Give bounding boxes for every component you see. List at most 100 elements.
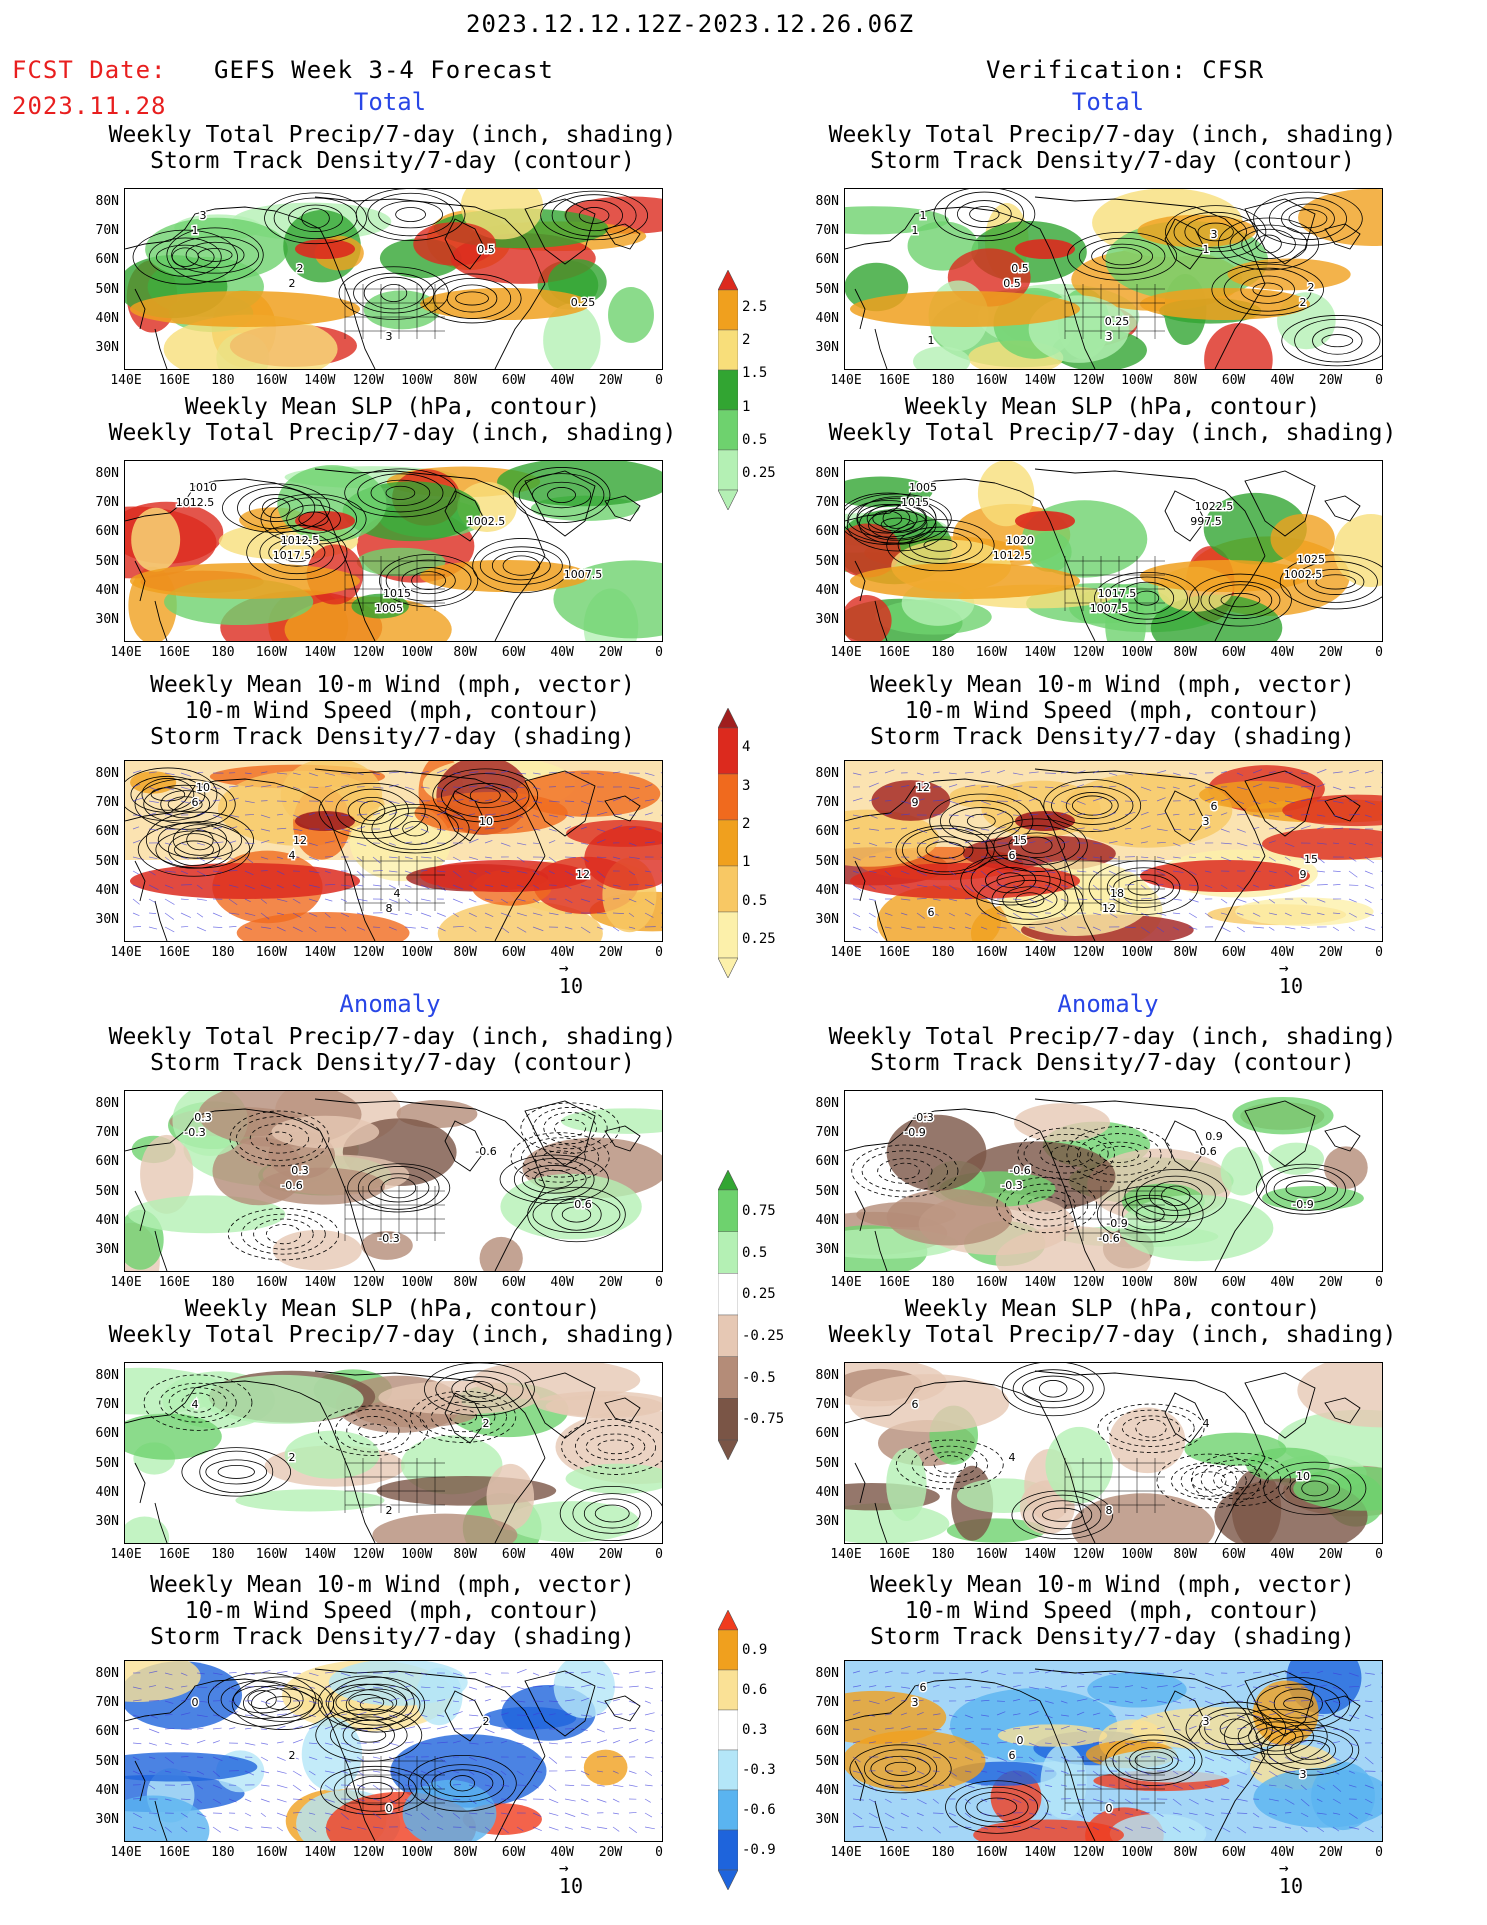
contour-label: 10: [1295, 1469, 1312, 1485]
contour-label: 6: [1007, 848, 1017, 864]
contour-label: 2: [287, 276, 297, 292]
lon-tick-label: 20W: [598, 1845, 623, 1860]
contour-label: 1: [910, 223, 920, 239]
lat-tick-label: 30N: [815, 340, 839, 355]
lon-tick-label: 20W: [598, 1547, 623, 1562]
map-canvas: 4 2 2 2: [125, 1363, 662, 1543]
lon-tick-label: 140E: [830, 1547, 862, 1562]
fcst-date-value: 2023.11.28: [12, 92, 167, 120]
lon-tick-label: 80W: [1173, 1547, 1197, 1562]
lon-tick-label: 160W: [975, 1547, 1008, 1562]
svg-text:-0.6: -0.6: [281, 1179, 302, 1192]
lon-tick-label: 140E: [830, 645, 862, 660]
svg-text:0: 0: [1106, 1802, 1113, 1815]
map-canvas: -0.9 -0.3 -0.6 -0.6 -0.9 -0.3 -0.6 -0.9 0.9: [845, 1096, 1368, 1271]
svg-text:1002.5: 1002.5: [1284, 568, 1323, 581]
contour-label: 0.25: [1103, 314, 1131, 330]
contour-label: 0.25: [569, 295, 597, 311]
svg-text:4: 4: [289, 849, 296, 862]
svg-text:1010: 1010: [189, 481, 217, 494]
lat-tick-label: 70N: [95, 1695, 119, 1710]
lon-tick-label: 120W: [1072, 373, 1104, 388]
contour-label: 4: [1007, 1450, 1017, 1466]
svg-text:2: 2: [1308, 281, 1315, 294]
lon-tick-label: 140W: [304, 1547, 336, 1562]
contour-label: 1020: [1005, 533, 1036, 549]
contour-label: 1015: [900, 495, 931, 511]
vector-reference: → 10: [559, 1858, 584, 1899]
contour-label: 0.3: [193, 1110, 214, 1126]
panel-title-r5l: Weekly Mean SLP (hPa, contour) Weekly To…: [108, 1296, 677, 1348]
forecast-model-title: GEFS Week 3-4 Forecast: [214, 56, 554, 84]
svg-text:6: 6: [928, 906, 935, 919]
lon-tick-label: 120W: [352, 373, 384, 388]
contour-label: 1002.5: [1282, 567, 1324, 583]
contour-label: 2: [1298, 295, 1308, 311]
lat-tick-label: 80N: [815, 1096, 839, 1111]
map-canvas: 6 4 8 4 10: [845, 1363, 1382, 1543]
svg-text:0.3: 0.3: [194, 1111, 212, 1124]
lat-tick-label: 70N: [815, 223, 839, 238]
lon-tick-label: 80W: [453, 1547, 477, 1562]
contour-label: 0.5: [476, 242, 497, 258]
lat-tick-label: 40N: [95, 1783, 119, 1798]
lat-tick-label: 80N: [815, 194, 839, 209]
contour-label: 8: [1104, 1503, 1114, 1519]
contour-label: -0.6: [474, 1144, 498, 1160]
lat-tick-label: 60N: [95, 824, 119, 839]
svg-text:2: 2: [483, 1715, 490, 1728]
lat-tick-label: 50N: [95, 282, 119, 297]
lon-tick-label: 40W: [550, 645, 574, 660]
map-panel-r5r: 6 4 8 4 10: [844, 1362, 1383, 1544]
lat-tick-label: 30N: [95, 1514, 119, 1529]
svg-text:0.5: 0.5: [1003, 277, 1021, 290]
lon-tick-label: 20W: [1318, 1547, 1343, 1562]
contour-label: -0.6: [280, 1178, 304, 1194]
lon-tick-label: 140W: [304, 945, 336, 960]
lon-tick-label: 160W: [255, 945, 288, 960]
svg-text:12: 12: [916, 781, 930, 794]
lat-tick-label: 40N: [815, 1783, 839, 1798]
lon-tick-label: 140E: [830, 373, 862, 388]
lon-tick-label: 160E: [158, 1845, 191, 1860]
contour-label: 0.3: [290, 1163, 311, 1179]
lon-tick-label: 160E: [158, 1275, 191, 1290]
lat-tick-label: 80N: [815, 766, 839, 781]
lat-tick-label: 60N: [95, 1154, 119, 1169]
lat-tick-label: 80N: [95, 194, 119, 209]
svg-text:0: 0: [386, 1802, 393, 1815]
lat-tick-label: 60N: [95, 524, 119, 539]
lon-tick-label: 160E: [158, 645, 191, 660]
contour-label: 1: [1201, 242, 1211, 258]
lon-tick-label: 40W: [550, 1547, 574, 1562]
lat-tick-label: 70N: [95, 1397, 119, 1412]
svg-text:1017.5: 1017.5: [273, 549, 312, 562]
contour-label: 0.5: [1010, 261, 1031, 277]
svg-text:4: 4: [192, 1398, 199, 1411]
lat-tick-label: 40N: [815, 311, 839, 326]
contour-label: 1012.5: [991, 548, 1033, 564]
lon-tick-label: 0: [1375, 1845, 1383, 1860]
lat-tick-label: 50N: [95, 1184, 119, 1199]
lat-tick-label: 80N: [95, 1368, 119, 1383]
lon-tick-label: 180: [211, 1547, 235, 1562]
svg-text:2: 2: [289, 277, 296, 290]
lon-tick-label: 40W: [1270, 1275, 1294, 1290]
lat-tick-label: 50N: [815, 1754, 839, 1769]
colorbar-label: -0.6: [742, 1802, 776, 1818]
svg-text:-0.6: -0.6: [1195, 1145, 1216, 1158]
svg-text:1: 1: [912, 224, 919, 237]
contour-label: 12: [575, 867, 592, 883]
lon-tick-label: 140E: [110, 1275, 142, 1290]
section-anomaly-right: Anomaly: [1057, 990, 1159, 1018]
lon-tick-label: 40W: [1270, 1547, 1294, 1562]
svg-text:9: 9: [1300, 868, 1307, 881]
lon-tick-label: 180: [211, 1275, 235, 1290]
svg-text:-0.3: -0.3: [378, 1232, 399, 1245]
contour-label: 6: [926, 905, 936, 921]
contour-label: 0: [384, 1801, 394, 1817]
lon-tick-label: 80W: [1173, 373, 1197, 388]
colorbar-label: 0.75: [742, 1202, 776, 1219]
lat-tick-label: 60N: [815, 1724, 839, 1739]
